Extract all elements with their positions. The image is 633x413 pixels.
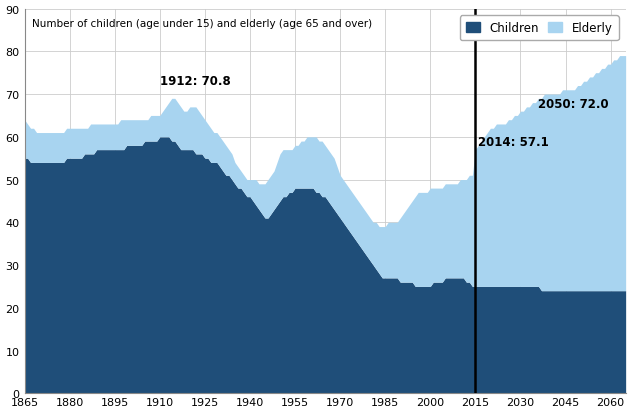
- Text: 1912: 70.8: 1912: 70.8: [160, 75, 230, 88]
- Text: 2014: 57.1: 2014: 57.1: [479, 135, 549, 149]
- Text: Number of children (age under 15) and elderly (age 65 and over): Number of children (age under 15) and el…: [32, 19, 372, 29]
- Legend: Children, Elderly: Children, Elderly: [460, 16, 618, 41]
- Text: 2050: 72.0: 2050: 72.0: [539, 97, 609, 111]
